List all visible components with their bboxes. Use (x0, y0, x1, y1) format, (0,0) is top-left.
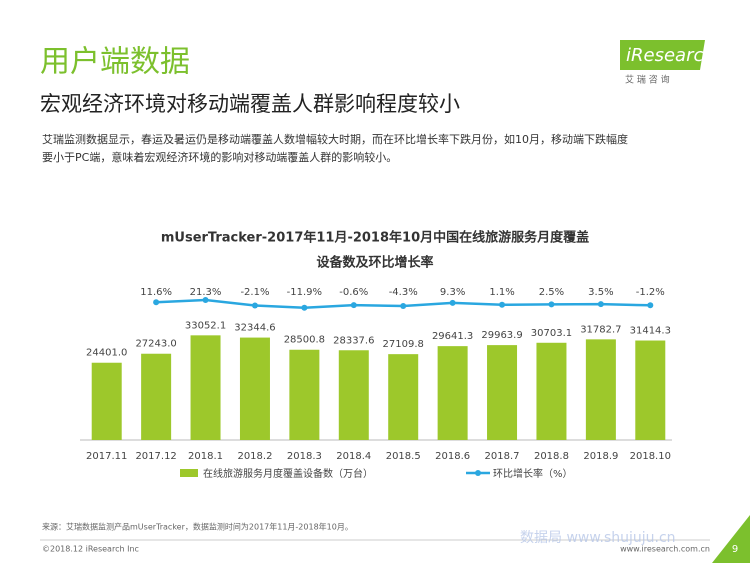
x-tick-label: 2018.7 (485, 451, 520, 462)
line-point (548, 301, 555, 308)
data-label: 33052.1 (185, 320, 226, 331)
x-tick-label: 2018.2 (237, 451, 272, 462)
data-label: 21.3% (190, 287, 222, 298)
corner-decoration (712, 515, 750, 563)
line-point (449, 299, 456, 306)
x-tick-label: 2017.11 (86, 451, 127, 462)
bar (289, 349, 320, 440)
data-label: 29963.9 (481, 330, 522, 341)
bar (190, 335, 221, 440)
chart-title: 设备数及环比增长率 (316, 255, 433, 271)
data-label: 30703.1 (531, 328, 572, 339)
x-tick-label: 2018.10 (630, 451, 671, 462)
bar (437, 346, 468, 440)
data-label: 32344.6 (234, 323, 275, 334)
bar (239, 337, 270, 440)
data-label: 31414.3 (630, 326, 671, 337)
copyright: ©2018.12 iResearch Inc (42, 545, 139, 554)
data-label: 28337.6 (333, 335, 374, 346)
data-label: 1.1% (489, 287, 514, 298)
bar (91, 362, 122, 440)
data-label: 27109.8 (383, 339, 424, 350)
slide-title: 宏观经济环境对移动端覆盖人群影响程度较小 (40, 92, 460, 116)
legend-swatch (180, 469, 198, 477)
legend-label: 环比增长率（%） (493, 467, 573, 480)
data-label: -1.2% (636, 287, 665, 298)
page-number: 9 (732, 544, 738, 555)
line-point (202, 297, 209, 304)
bar (635, 340, 666, 440)
line-point (153, 299, 160, 306)
data-label: 24401.0 (86, 348, 127, 359)
bar (141, 353, 172, 440)
bar (536, 342, 567, 440)
body-text: 艾瑞监测数据显示，春运及暑运仍是移动端覆盖人数增幅较大时期，而在环比增长率下跌月… (42, 132, 628, 146)
data-label: -0.6% (339, 287, 368, 298)
line-point (251, 302, 258, 309)
data-label: -2.1% (240, 287, 269, 298)
url: www.iresearch.com.cn (620, 545, 710, 554)
section-title: 用户端数据 (40, 45, 190, 80)
x-tick-label: 2018.5 (386, 451, 421, 462)
data-label: 28500.8 (284, 335, 325, 346)
data-label: 9.3% (440, 287, 465, 298)
bar (487, 345, 518, 440)
line-point (597, 301, 604, 308)
x-tick-label: 2018.8 (534, 451, 569, 462)
bar (338, 350, 369, 440)
x-tick-label: 2018.3 (287, 451, 322, 462)
legend-swatch (475, 470, 481, 476)
x-tick-label: 2018.1 (188, 451, 223, 462)
line-point (301, 304, 308, 311)
data-label: 11.6% (140, 287, 172, 298)
body-text: 要小于PC端，意味着宏观经济环境的影响对移动端覆盖人群的影响较小。 (42, 150, 397, 164)
x-tick-label: 2018.6 (435, 451, 470, 462)
logo-shape (620, 40, 705, 70)
x-tick-label: 2017.12 (135, 451, 176, 462)
legend-label: 在线旅游服务月度覆盖设备数（万台） (203, 467, 373, 480)
line-point (499, 301, 506, 308)
data-label: 3.5% (588, 287, 613, 298)
bar (585, 339, 616, 440)
data-label: -11.9% (287, 287, 322, 298)
watermark: 数据局 www.shujuju.cn (520, 530, 676, 546)
line-point (350, 302, 357, 309)
logo: iResearch (626, 45, 715, 66)
data-label: 2.5% (539, 287, 564, 298)
data-label: 27243.0 (135, 339, 176, 350)
data-label: 29641.3 (432, 331, 473, 342)
line-point (400, 303, 407, 310)
data-label: 31782.7 (580, 324, 621, 335)
data-label: -4.3% (389, 287, 418, 298)
x-tick-label: 2018.4 (336, 451, 371, 462)
chart-title: mUserTracker-2017年11月-2018年10月中国在线旅游服务月度… (161, 230, 589, 246)
source: 来源：艾瑞数据监测产品mUserTracker，数据监测时间为2017年11月-… (42, 522, 353, 532)
x-tick-label: 2018.9 (583, 451, 618, 462)
bar (388, 354, 419, 440)
line-point (647, 302, 654, 309)
logo-sub: 艾 瑞 咨 询 (625, 74, 670, 86)
